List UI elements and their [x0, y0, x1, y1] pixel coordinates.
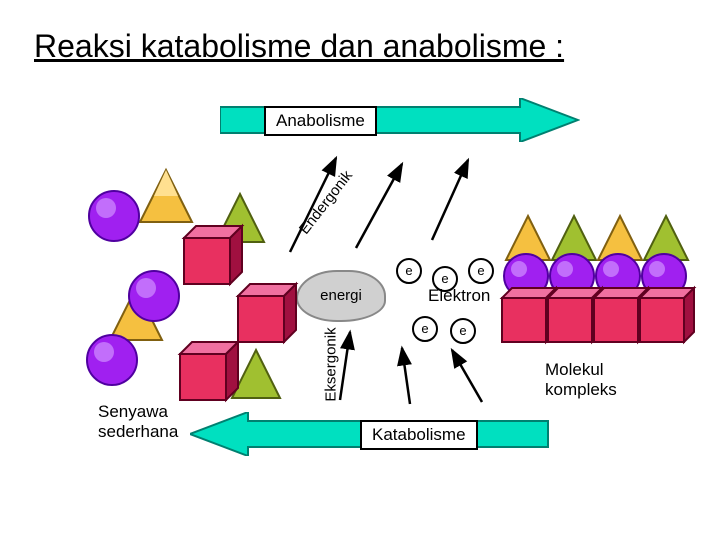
- molekul-kompleks-label: Molekul kompleks: [545, 360, 617, 399]
- electron: e: [412, 316, 438, 342]
- elektron-label: Elektron: [428, 286, 490, 306]
- simple-compounds: [80, 160, 310, 420]
- electron: e: [450, 318, 476, 344]
- electron: e: [468, 258, 494, 284]
- senyawa-label: Senyawa sederhana: [98, 402, 178, 441]
- complex-molecule: [498, 210, 708, 370]
- electron: e: [396, 258, 422, 284]
